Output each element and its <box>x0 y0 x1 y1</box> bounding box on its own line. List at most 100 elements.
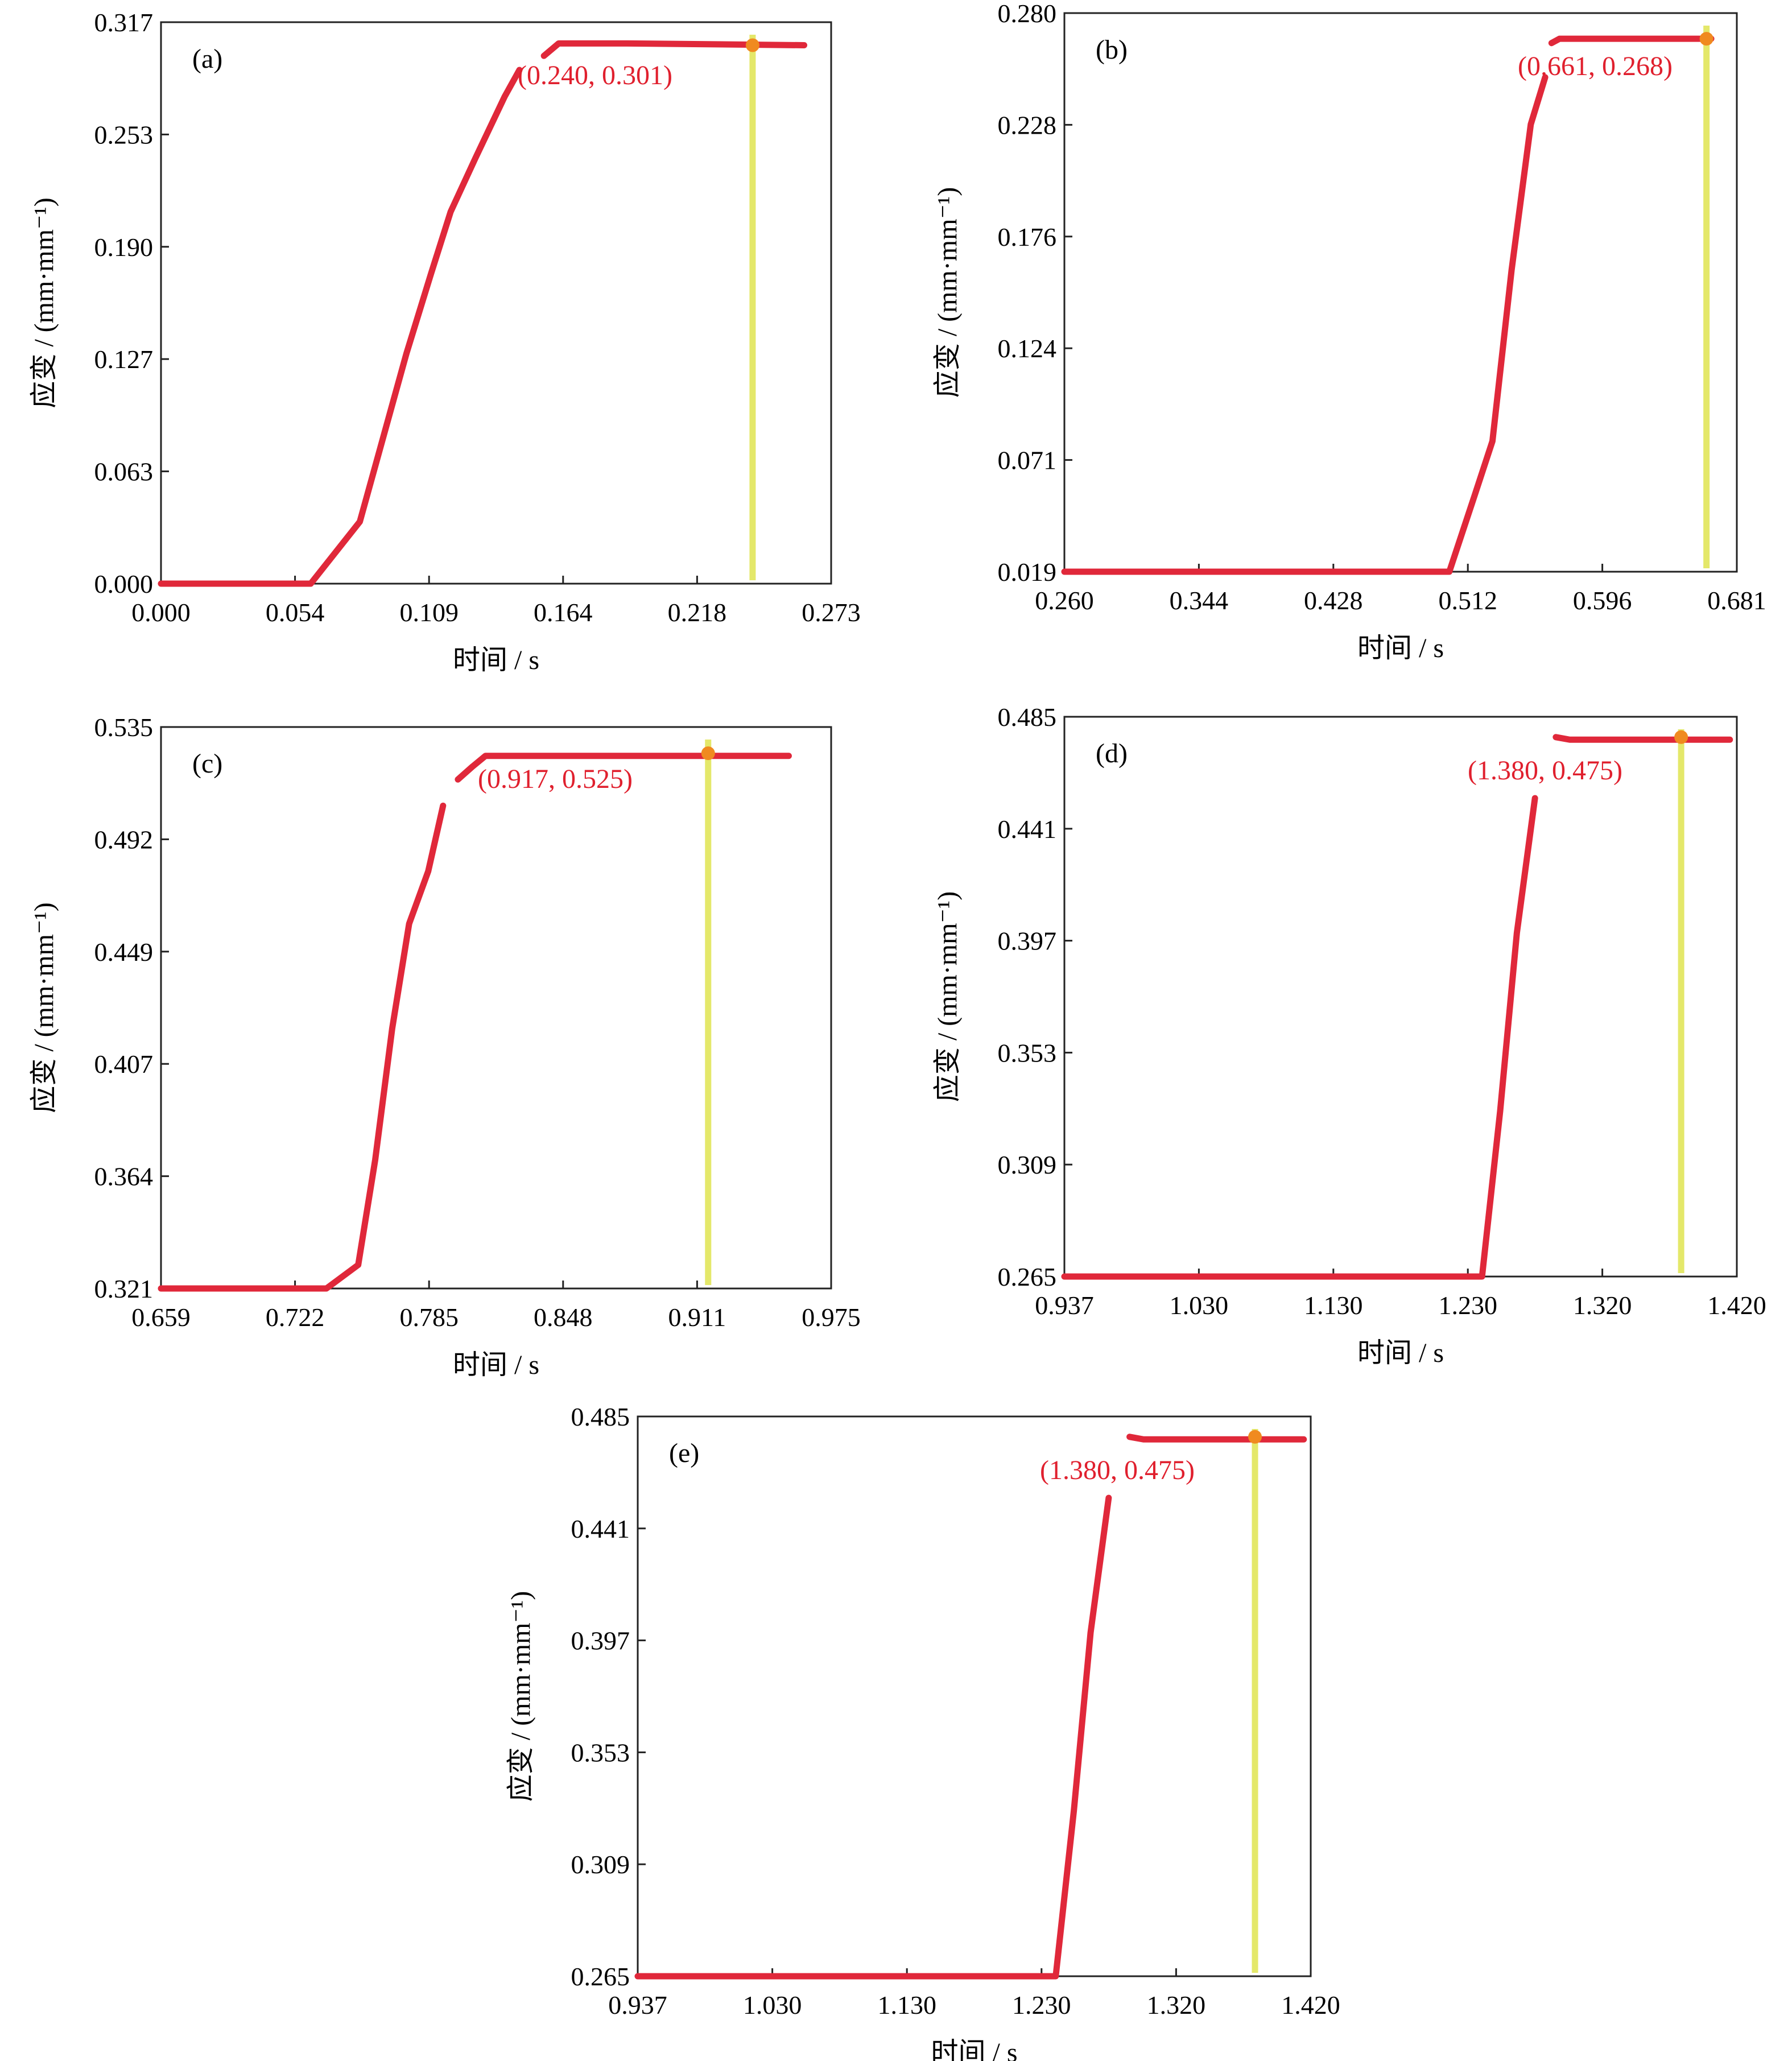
series-line-strain-plateau <box>1552 734 1733 743</box>
x-tick-label: 0.428 <box>1304 586 1363 615</box>
chart-panel-b: 0.260 0.344 0.428 0.512 0.596 0.681 0.019 0.071… <box>932 0 1766 663</box>
y-tick-label: 0.265 <box>998 1262 1057 1291</box>
y-tick-label: 0.280 <box>998 0 1057 28</box>
y-axis-label: 应变 / (mm·mm⁻¹) <box>932 891 963 1102</box>
chart-panel-a: 0.000 0.054 0.109 0.164 0.218 0.273 0.000 0.063… <box>29 8 861 675</box>
x-tick-label: 0.512 <box>1438 586 1497 615</box>
x-tick-label: 0.911 <box>668 1303 726 1332</box>
y-tick-label: 0.071 <box>998 446 1057 475</box>
y-tick-label: 0.485 <box>998 703 1057 732</box>
series-line-strain-plateau <box>540 40 808 59</box>
x-axis-label: 时间 / s <box>453 1350 539 1380</box>
marker-point <box>1248 1430 1262 1444</box>
y-axis-label: 应变 / (mm·mm⁻¹) <box>29 902 59 1113</box>
y-tick-label: 0.397 <box>571 1626 630 1655</box>
y-tick-label: 0.449 <box>94 937 154 967</box>
series-line-strain-plateau <box>1548 35 1715 47</box>
x-tick-label: 0.164 <box>534 598 593 627</box>
x-axis-label: 时间 / s <box>1357 1338 1444 1368</box>
y-tick-label: 0.063 <box>94 457 154 486</box>
x-tick-label: 0.273 <box>802 598 861 627</box>
y-tick-label: 0.407 <box>94 1050 154 1079</box>
y-tick-label: 0.309 <box>998 1150 1057 1179</box>
chart-panel-d: 0.937 1.030 1.130 1.230 1.320 1.420 0.265 0.309… <box>932 703 1766 1368</box>
x-tick-label: 1.030 <box>1170 1291 1229 1320</box>
y-tick-label: 0.127 <box>94 345 154 374</box>
marker-point <box>745 38 759 52</box>
x-tick-label: 0.344 <box>1170 586 1229 615</box>
plot-frame <box>1063 716 1738 1278</box>
x-tick-label: 0.596 <box>1573 586 1632 615</box>
panel-label: (c) <box>192 749 222 779</box>
chart-panel-c: 0.659 0.722 0.785 0.848 0.911 0.975 0.321 0.364… <box>29 713 861 1380</box>
y-axis-label: 应变 / (mm·mm⁻¹) <box>506 1591 536 1802</box>
y-tick-label: 0.441 <box>571 1514 630 1543</box>
x-tick-label: 0.848 <box>534 1303 593 1332</box>
y-tick-label: 0.317 <box>94 8 154 37</box>
series-line-strain-plateau <box>1126 1434 1307 1443</box>
point-annotation: (0.240, 0.301) <box>518 60 672 90</box>
point-annotation: (1.380, 0.475) <box>1468 755 1622 786</box>
x-tick-label: 1.320 <box>1573 1291 1632 1320</box>
x-axis-label: 时间 / s <box>931 2038 1017 2061</box>
y-tick-label: 0.364 <box>94 1162 154 1191</box>
y-tick-label: 0.397 <box>998 927 1057 956</box>
x-tick-label: 0.659 <box>131 1303 191 1332</box>
x-tick-label: 0.722 <box>266 1303 325 1332</box>
x-tick-label: 0.975 <box>802 1303 861 1332</box>
x-tick-label: 0.218 <box>668 598 727 627</box>
y-tick-label: 0.253 <box>94 120 154 149</box>
y-axis-label: 应变 / (mm·mm⁻¹) <box>932 187 963 398</box>
panel-label: (e) <box>669 1438 699 1468</box>
plot-frame <box>637 1415 1312 1977</box>
point-annotation: (1.380, 0.475) <box>1040 1455 1195 1485</box>
y-tick-label: 0.321 <box>94 1274 154 1303</box>
marker-point <box>1674 730 1688 744</box>
y-tick-label: 0.492 <box>94 825 154 854</box>
series-line-strain <box>158 802 447 1292</box>
y-tick-label: 0.309 <box>571 1850 630 1879</box>
y-tick-label: 0.353 <box>571 1738 630 1767</box>
y-tick-label: 0.441 <box>998 815 1057 844</box>
marker-point <box>1699 32 1713 46</box>
x-tick-label: 0.000 <box>131 598 191 627</box>
series-line-strain <box>1061 795 1538 1280</box>
x-axis-label: 时间 / s <box>453 645 539 675</box>
panel-label: (d) <box>1096 738 1128 769</box>
plot-frame <box>160 21 832 585</box>
x-tick-label: 1.420 <box>1281 1990 1340 2019</box>
y-tick-label: 0.265 <box>571 1962 630 1991</box>
series-line-strain <box>1061 74 1549 575</box>
y-tick-label: 0.353 <box>998 1038 1057 1067</box>
series-line-strain <box>634 1494 1112 1980</box>
panel-label: (b) <box>1096 35 1128 65</box>
series-line-strain-plateau <box>455 753 792 783</box>
y-tick-label: 0.000 <box>94 569 154 598</box>
y-tick-label: 0.019 <box>998 557 1057 587</box>
x-axis-label: 时间 / s <box>1357 633 1444 663</box>
x-tick-label: 1.030 <box>743 1990 802 2019</box>
x-tick-label: 1.130 <box>877 1990 936 2019</box>
marker-point <box>701 746 715 761</box>
series-line-strain <box>158 67 523 587</box>
x-tick-label: 0.260 <box>1035 586 1094 615</box>
x-tick-label: 1.130 <box>1304 1291 1363 1320</box>
x-tick-label: 1.420 <box>1707 1291 1766 1320</box>
x-tick-label: 0.109 <box>399 598 459 627</box>
chart-panel-e: 0.937 1.030 1.130 1.230 1.320 1.420 0.265 0.309… <box>506 1402 1340 2061</box>
panel-label: (a) <box>192 44 222 74</box>
point-annotation: (0.917, 0.525) <box>478 764 633 794</box>
y-tick-label: 0.535 <box>94 713 154 742</box>
x-tick-label: 0.054 <box>266 598 325 627</box>
x-tick-label: 1.320 <box>1147 1990 1206 2019</box>
y-tick-label: 0.190 <box>94 233 154 262</box>
x-tick-label: 1.230 <box>1438 1291 1497 1320</box>
plot-frame <box>1063 12 1738 573</box>
y-tick-label: 0.228 <box>998 110 1057 139</box>
y-tick-label: 0.485 <box>571 1402 630 1431</box>
y-tick-label: 0.176 <box>998 222 1057 251</box>
x-tick-label: 0.937 <box>608 1990 667 2019</box>
y-tick-label: 0.124 <box>998 334 1057 363</box>
x-tick-label: 0.681 <box>1707 586 1766 615</box>
